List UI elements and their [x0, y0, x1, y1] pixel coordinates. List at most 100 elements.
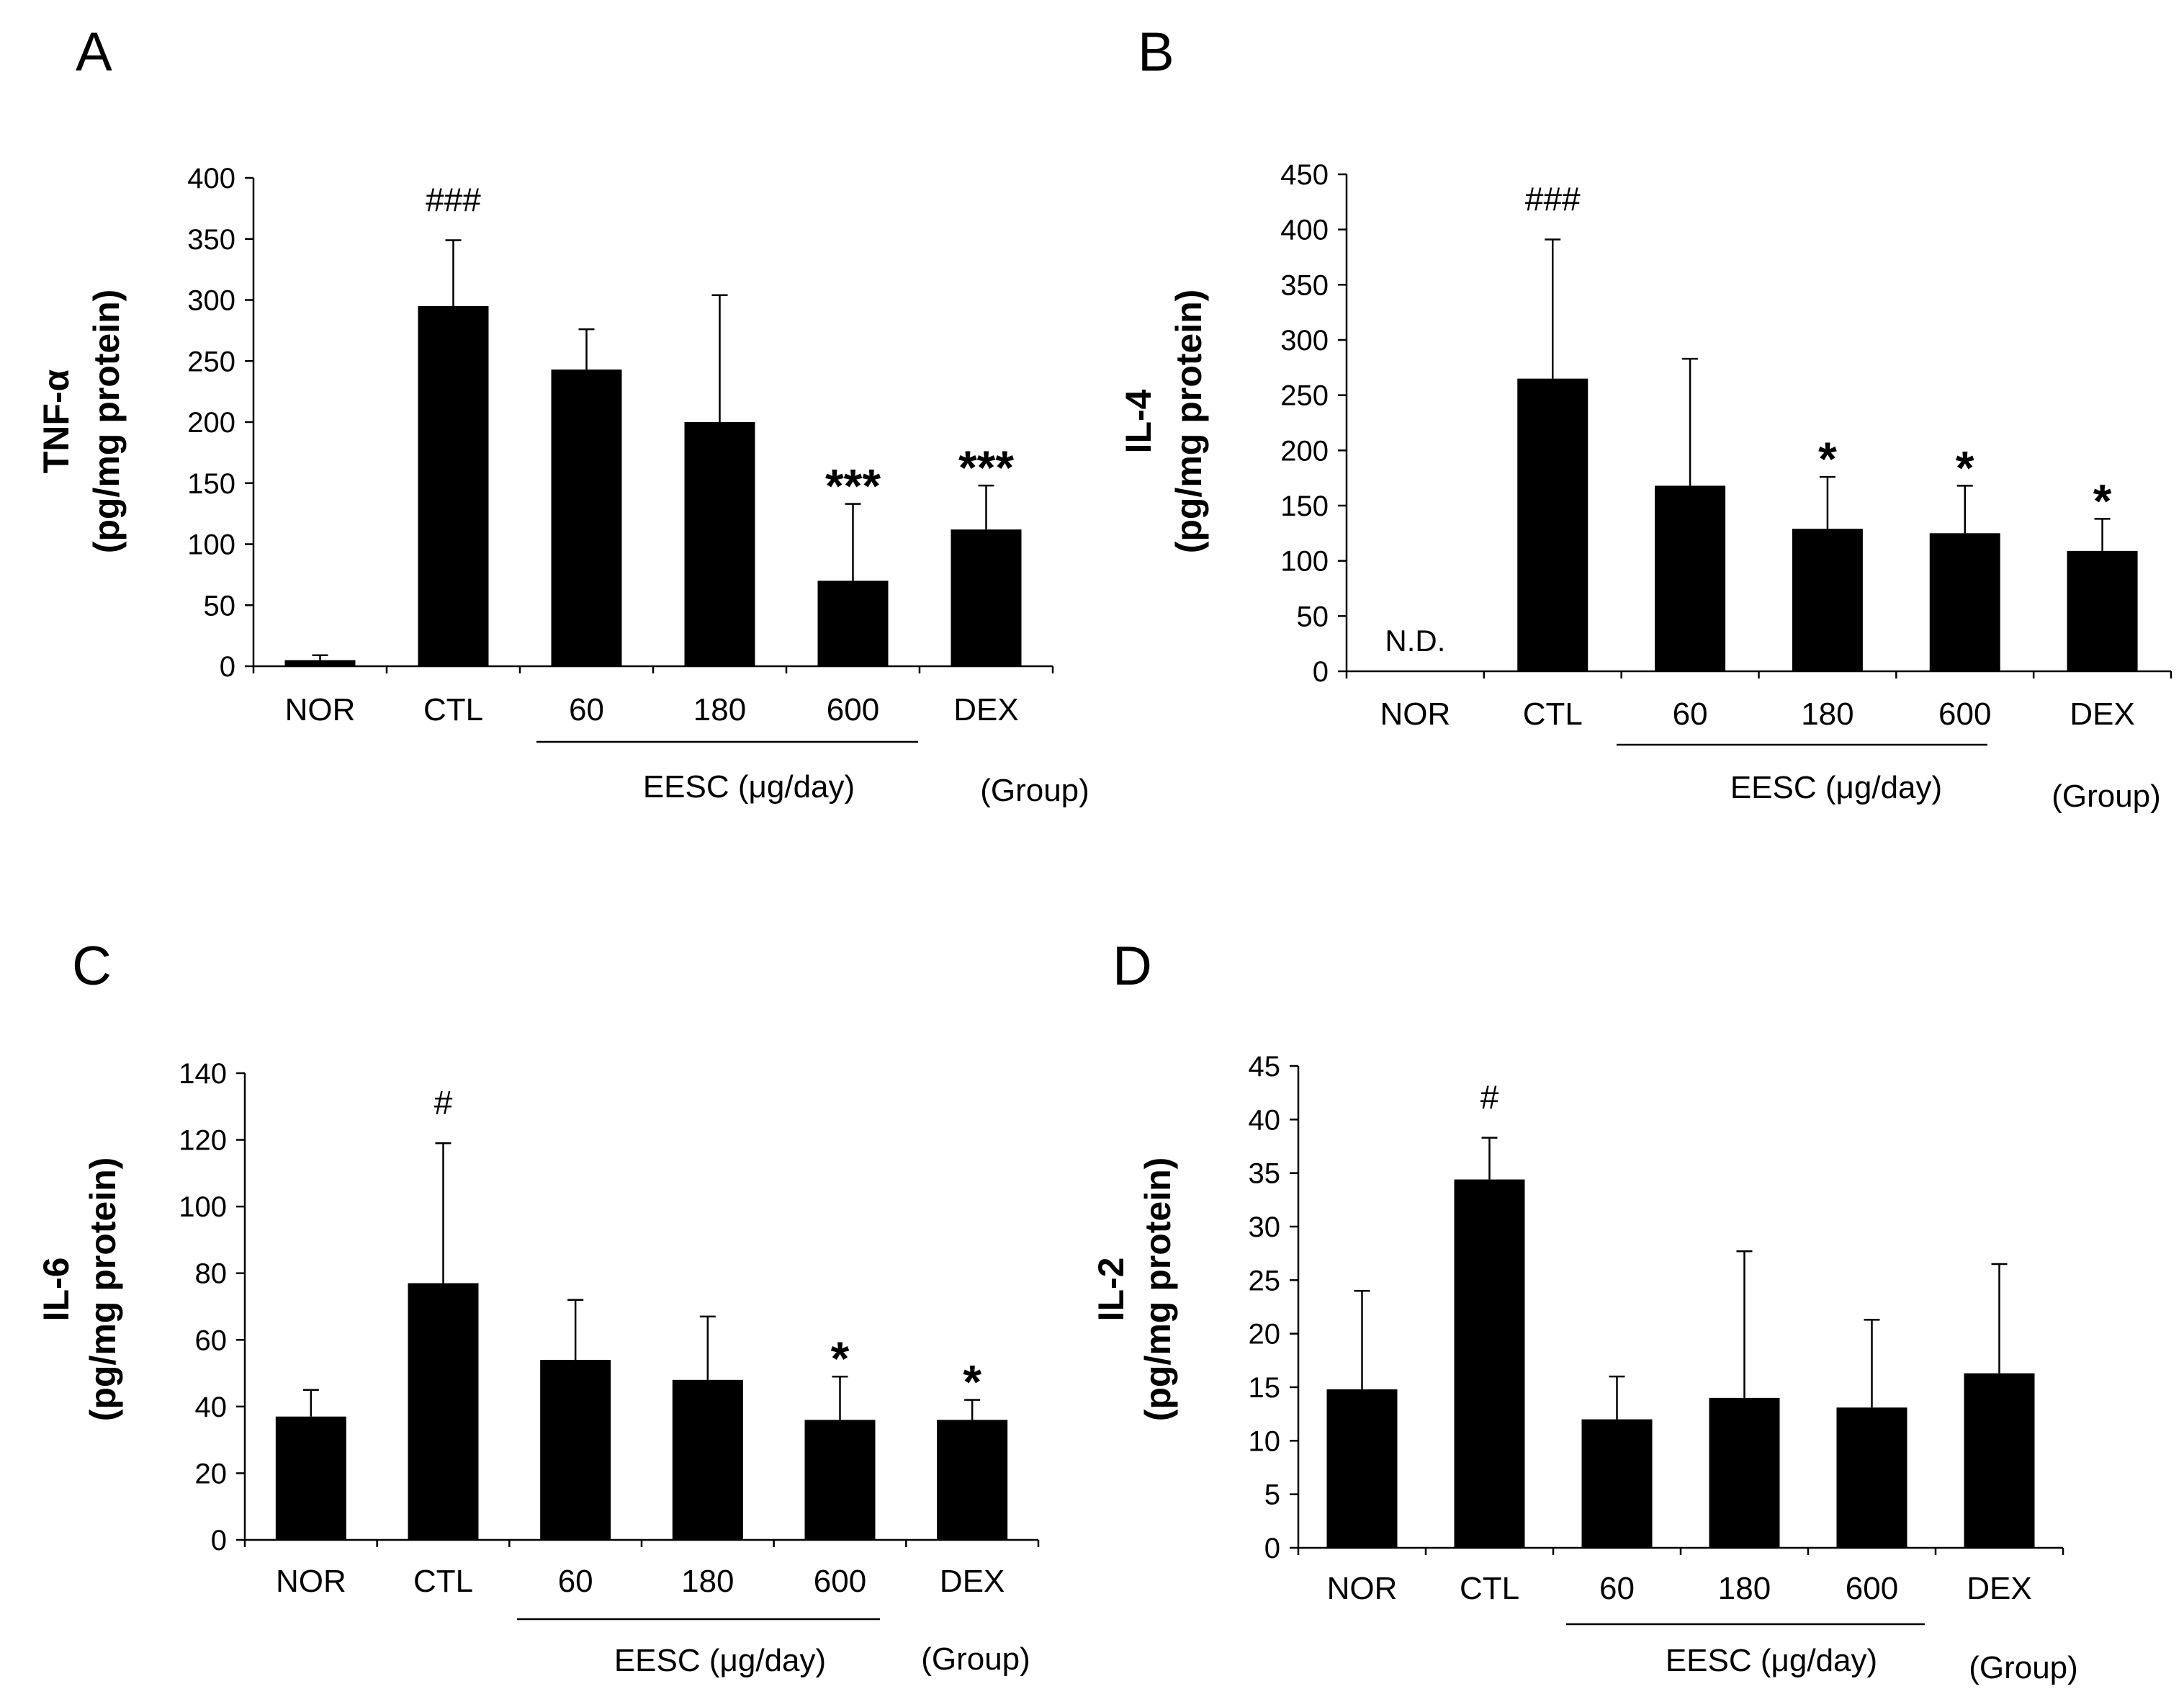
- bar: [1655, 485, 1726, 671]
- group-suffix: (Group): [2052, 779, 2161, 814]
- bar: [2067, 550, 2138, 671]
- bar: [951, 529, 1022, 666]
- y-tick-label: 250: [1280, 380, 1329, 412]
- y-tick-label: 45: [1249, 1051, 1281, 1083]
- bar: [275, 1416, 346, 1540]
- y-tick-label: 140: [179, 1058, 227, 1090]
- category-label: 600: [827, 692, 879, 727]
- y-tick-label: 400: [1280, 215, 1329, 246]
- category-label: NOR: [1327, 1571, 1398, 1606]
- y-tick-label: 0: [220, 651, 235, 683]
- y-tick-label: 200: [1280, 435, 1329, 467]
- group-suffix: (Group): [921, 1641, 1030, 1677]
- category-labels: NOR CTL 60 180 600 DEX: [285, 692, 1019, 727]
- y-tick-label: 0: [1313, 656, 1329, 688]
- significance-mark: *: [1956, 441, 1974, 494]
- axes: [252, 178, 1054, 673]
- y-tick-label: 35: [1249, 1158, 1281, 1190]
- y-axis-label: IL-2 (pg/mg protein): [1091, 1157, 1178, 1422]
- y-tick-label: 450: [1280, 159, 1329, 191]
- significance-mark: *: [963, 1356, 981, 1409]
- significance-mark: ***: [958, 441, 1014, 494]
- y-tick-label: 0: [1264, 1533, 1280, 1564]
- y-tick-label: 300: [1280, 325, 1329, 357]
- bar: [418, 305, 489, 666]
- bar: [408, 1283, 479, 1540]
- y-ticks: 0 5 10 15 20 25 30 35 40 45: [1249, 1051, 1298, 1564]
- bar: [1326, 1389, 1398, 1548]
- y-ticks: 0 20 40 60 80 100 120 140: [179, 1058, 245, 1556]
- y-tick-label: 350: [1280, 269, 1329, 301]
- significance-mark: ###: [1525, 180, 1581, 218]
- bar: [1581, 1419, 1653, 1548]
- category-label: 60: [569, 692, 604, 727]
- significance-marks: ### * * *: [1525, 180, 2112, 527]
- y-tick-label: 300: [187, 285, 235, 317]
- category-label: CTL: [413, 1564, 473, 1599]
- bar: [804, 1420, 876, 1540]
- y-axis-label-line1: IL-4: [1118, 389, 1159, 453]
- significance-marks: # * *: [434, 1084, 982, 1408]
- group-suffix: (Group): [980, 773, 1089, 808]
- category-label: CTL: [423, 692, 483, 727]
- axes: [243, 1073, 1040, 1547]
- panel-a: A TNF-α (pg/mg protein) 0 50 100 150 200 250 3…: [36, 22, 1089, 808]
- category-label: DEX: [940, 1564, 1005, 1599]
- y-tick-label: 400: [187, 163, 235, 194]
- y-tick-label: 15: [1249, 1372, 1281, 1404]
- error-bars: [312, 239, 994, 660]
- significance-marks: #: [1480, 1079, 1499, 1116]
- bars: [275, 1283, 1008, 1540]
- y-tick-label: 30: [1249, 1211, 1281, 1243]
- y-tick-label: 40: [195, 1392, 228, 1423]
- significance-mark: *: [2093, 474, 2112, 527]
- y-tick-label: 100: [179, 1191, 227, 1223]
- y-axis-label-line1: IL-6: [36, 1258, 76, 1322]
- y-axis-label-line2: (pg/mg protein): [1138, 1157, 1178, 1422]
- y-tick-label: 200: [187, 407, 235, 439]
- y-tick-label: 100: [187, 529, 235, 561]
- y-tick-label: 100: [1280, 546, 1329, 578]
- bar: [1929, 533, 2000, 671]
- bar: [540, 1360, 611, 1540]
- y-ticks: 0 50 100 150 200 250 300 350 400: [187, 163, 253, 683]
- bar: [937, 1420, 1008, 1540]
- panel-letter: B: [1138, 22, 1174, 83]
- category-label: 600: [1938, 696, 1991, 732]
- bar: [684, 422, 755, 666]
- bar: [284, 660, 356, 666]
- bars: [284, 305, 1022, 666]
- panel-d: D IL-2 (pg/mg protein) 0 5 10 15 20 25 30 35 40 4…: [1091, 936, 2078, 1685]
- y-tick-label: 5: [1264, 1479, 1280, 1511]
- panel-letter: A: [76, 22, 112, 83]
- y-tick-label: 80: [195, 1258, 228, 1290]
- category-label: NOR: [276, 1564, 346, 1599]
- not-detected-labels: N.D.: [1385, 624, 1445, 658]
- y-tick-label: 20: [195, 1458, 228, 1489]
- group-label: EESC (μg/day): [1666, 1643, 1877, 1678]
- y-axis-label-line2: (pg/mg protein): [83, 1157, 123, 1422]
- y-axis-label-line1: TNF-α: [36, 369, 76, 473]
- category-label: 60: [1673, 696, 1708, 732]
- significance-mark: *: [831, 1332, 850, 1385]
- group-suffix: (Group): [1969, 1650, 2078, 1685]
- error-bars: [302, 1142, 981, 1420]
- y-tick-label: 25: [1249, 1265, 1281, 1296]
- bars: [1326, 1179, 2035, 1548]
- significance-mark: #: [1480, 1079, 1499, 1116]
- category-label: 60: [558, 1564, 593, 1599]
- category-label: 180: [1801, 696, 1853, 732]
- y-tick-label: 0: [211, 1525, 227, 1556]
- category-labels: NOR CTL 60 180 600 DEX: [276, 1564, 1005, 1599]
- category-label: CTL: [1460, 1571, 1519, 1606]
- panel-b: B IL-4 (pg/mg protein) 0 50 100 150 200 250 30…: [1118, 22, 2172, 814]
- y-tick-label: 50: [204, 590, 236, 622]
- bar: [1454, 1179, 1525, 1548]
- bar: [817, 581, 889, 666]
- y-tick-label: 40: [1249, 1104, 1281, 1136]
- category-labels: NOR CTL 60 180 600 DEX: [1380, 696, 2135, 732]
- category-label: 180: [1718, 1571, 1771, 1606]
- error-bars: [1545, 238, 2111, 551]
- panel-letter: C: [72, 936, 112, 997]
- y-axis-label-line2: (pg/mg protein): [1169, 290, 1209, 554]
